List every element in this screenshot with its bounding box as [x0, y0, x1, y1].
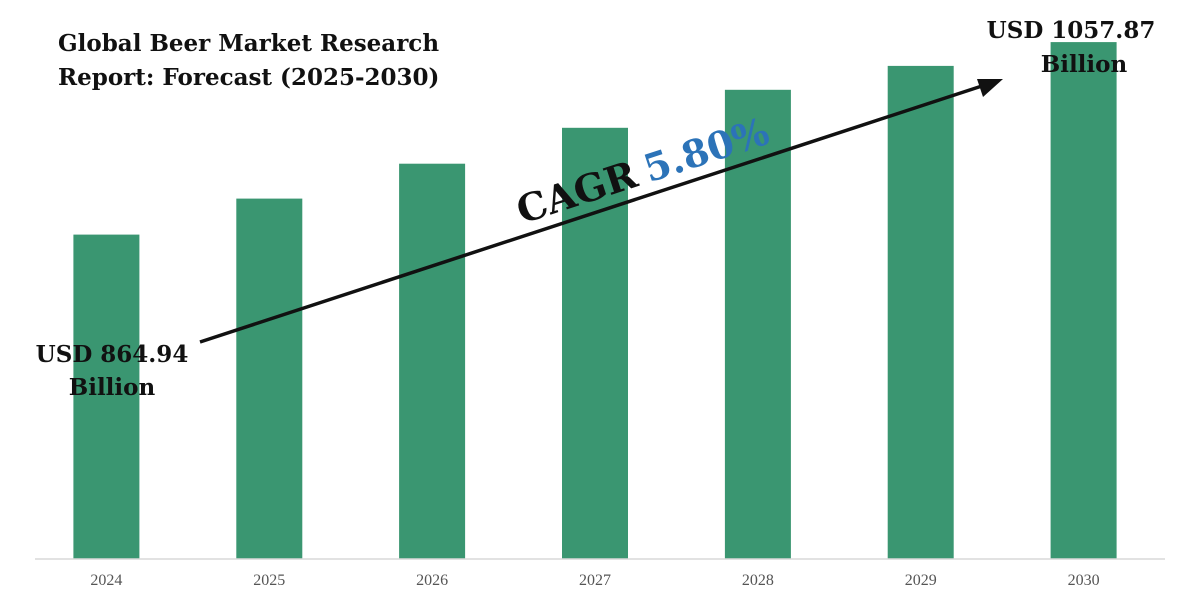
end-value-label: USD 1057.87 — [987, 17, 1156, 44]
chart-title-line-2: Report: Forecast (2025-2030) — [58, 64, 439, 91]
bar-2025 — [236, 198, 303, 559]
x-tick-label-2027: 2027 — [579, 572, 611, 589]
growth-arrow — [199, 79, 1003, 344]
x-tick-label-2030: 2030 — [1068, 572, 1100, 589]
end-value-callout: USD 1057.87 Billion — [987, 17, 1156, 78]
x-tick-label-2024: 2024 — [90, 572, 122, 589]
bar-group — [73, 42, 1117, 560]
x-tick-label-2025: 2025 — [253, 572, 285, 589]
growth-arrow-head — [977, 79, 1003, 97]
bar-2026 — [399, 163, 466, 559]
x-tick-label-2026: 2026 — [416, 572, 448, 589]
bar-2027 — [562, 127, 628, 560]
start-value-unit: Billion — [69, 374, 156, 401]
x-tick-label-2029: 2029 — [905, 572, 937, 589]
bar-2024 — [73, 234, 140, 559]
bar-2030 — [1050, 42, 1117, 560]
bar-2029 — [887, 65, 954, 560]
chart-title: Global Beer Market Research Report: Fore… — [58, 30, 439, 91]
start-value-callout: USD 864.94 Billion — [36, 341, 189, 401]
x-tick-label-2028: 2028 — [742, 572, 774, 589]
start-value-label: USD 864.94 — [36, 341, 189, 368]
x-axis-tick-labels: 2024 2025 2026 2027 2028 2029 2030 — [90, 572, 1099, 589]
chart-title-line-1: Global Beer Market Research — [58, 30, 439, 57]
growth-arrow-shaft — [199, 82, 989, 344]
end-value-unit: Billion — [1041, 51, 1128, 78]
